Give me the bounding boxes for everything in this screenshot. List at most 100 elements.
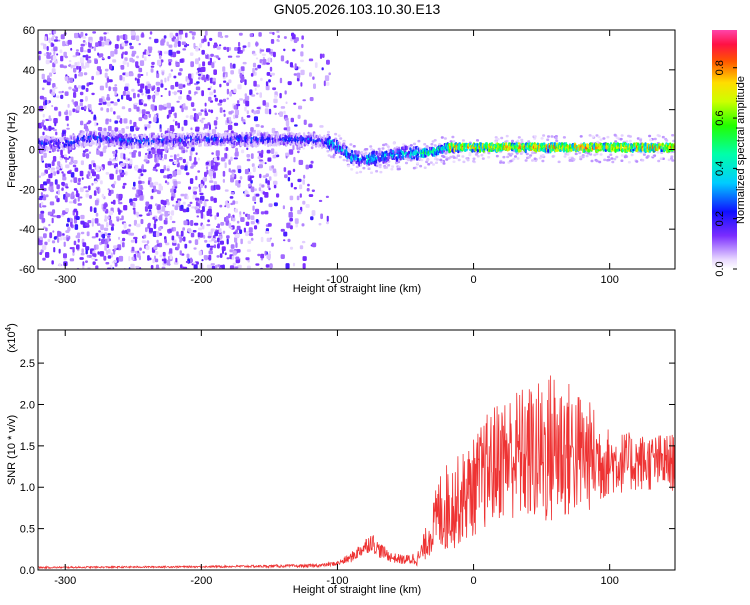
spectrogram-speckle — [148, 121, 152, 124]
spectrogram-speckle — [375, 170, 379, 173]
spectrogram-speckle — [166, 259, 171, 266]
spectrogram-speckle — [59, 268, 61, 269]
spectrogram-speckle — [169, 175, 173, 178]
spectrogram-speckle — [146, 213, 151, 216]
spectrogram-speckle — [134, 164, 139, 171]
spectrogram-speckle — [267, 184, 270, 189]
spectrogram-speckle — [153, 116, 157, 123]
spectrogram-speckle — [287, 177, 291, 182]
spectrogram-speckle — [121, 162, 126, 166]
spectrogram-speckle — [156, 86, 160, 92]
spectrogram-speckle — [193, 42, 196, 49]
spectrogram-speckle — [208, 240, 213, 243]
spectrogram-speckle — [47, 78, 52, 82]
spectrogram-speckle — [159, 128, 162, 133]
spectrogram-speckle — [58, 91, 63, 94]
spectrogram-ridge-cell — [130, 134, 133, 138]
spectrogram-speckle — [168, 211, 171, 215]
spectrogram-speckle — [136, 55, 139, 59]
spectrogram-speckle — [156, 239, 159, 244]
spectrogram-ridge-cell — [328, 136, 331, 140]
spectrogram-ridge-cell — [524, 148, 527, 154]
spectrogram-speckle — [259, 183, 262, 187]
spectrogram-speckle — [193, 264, 198, 269]
spectrogram-speckle — [210, 196, 214, 202]
spectrogram-speckle — [61, 187, 64, 191]
spectrogram-speckle — [138, 214, 143, 217]
spectrogram-speckle — [51, 43, 55, 47]
spectrogram-speckle — [70, 47, 73, 51]
spectrogram-speckle — [40, 122, 44, 127]
spectrogram-speckle — [319, 125, 324, 128]
spectrogram-speckle — [242, 47, 245, 52]
spectrogram-speckle — [86, 254, 90, 258]
spectrogram-speckle — [160, 95, 163, 97]
spectrogram-speckle — [641, 159, 645, 162]
spectrogram-speckle — [54, 122, 57, 127]
spectrogram-speckle — [56, 170, 60, 175]
spectrogram-ridge-cell — [209, 132, 212, 137]
spectrogram-speckle — [271, 242, 274, 247]
spectrogram-speckle — [51, 105, 54, 108]
spectrogram-ridge-cell — [443, 149, 446, 153]
spectrogram-speckle — [39, 213, 44, 220]
spectrogram-speckle — [159, 254, 163, 258]
spectrogram-speckle — [134, 77, 137, 81]
spectrogram-speckle — [268, 57, 271, 63]
spectrogram-speckle — [213, 172, 216, 179]
spectrogram-speckle — [159, 215, 163, 221]
spectrogram-speckle — [93, 190, 97, 196]
spectrogram-speckle — [194, 239, 199, 245]
spectrogram-speckle — [73, 177, 78, 183]
spectrogram-speckle — [77, 269, 79, 275]
spectrogram-ridge-cell — [357, 150, 360, 155]
spectrogram-speckle — [318, 223, 322, 226]
spectrogram-speckle — [440, 160, 444, 163]
spectrogram-speckle — [238, 68, 242, 75]
spectrogram-speckle — [44, 241, 48, 246]
spectrogram-speckle — [268, 264, 273, 268]
spectrogram-speckle — [71, 99, 74, 103]
spectrogram-speckle — [140, 83, 145, 89]
spectrogram-speckle — [299, 245, 304, 250]
spectrogram-speckle — [110, 226, 114, 231]
spectrogram-speckle — [187, 204, 192, 207]
spectrogram-speckle — [538, 156, 542, 160]
spectrogram-speckle — [91, 221, 94, 227]
spectrogram-speckle — [51, 91, 56, 96]
spectrogram-speckle — [230, 191, 235, 195]
spectrogram-speckle — [179, 250, 182, 256]
spectrogram-speckle — [251, 94, 256, 97]
spectrogram-speckle — [182, 158, 186, 164]
spectrogram-speckle — [40, 172, 45, 177]
spectrogram-speckle — [598, 160, 602, 164]
spectrogram-speckle — [224, 152, 228, 159]
spectrogram-speckle — [48, 173, 53, 179]
spectrogram-speckle — [102, 101, 107, 105]
spectrogram-speckle — [160, 169, 165, 174]
spectrogram-speckle — [83, 123, 88, 127]
spectrogram-speckle — [68, 63, 72, 66]
spectrogram-speckle — [595, 159, 599, 163]
spectrogram-speckle — [555, 139, 559, 142]
spectrogram-speckle — [286, 60, 289, 64]
spectrogram-speckle — [160, 83, 164, 88]
spectrogram-speckle — [264, 231, 270, 234]
spectrogram-speckle — [204, 112, 209, 116]
spectrogram-speckle — [173, 154, 177, 160]
spectrogram-speckle — [257, 64, 262, 69]
spectrogram-speckle — [104, 68, 109, 72]
spectrogram-speckle — [234, 233, 240, 238]
spectrogram-speckle — [255, 124, 260, 128]
spectrogram-speckle — [99, 151, 104, 157]
spectrogram-speckle — [201, 66, 206, 72]
spectrogram-speckle — [290, 117, 294, 123]
spectrogram-speckle — [244, 93, 247, 98]
spectrogram-ridge-cell — [405, 146, 408, 150]
spectrogram-speckle — [253, 129, 256, 132]
spectrogram-speckle — [301, 43, 304, 49]
spectrogram-speckle — [60, 55, 64, 62]
spectrogram-speckle — [222, 170, 226, 177]
spectrogram-speckle — [323, 80, 326, 87]
spectrogram-ridge-cell — [516, 144, 519, 148]
